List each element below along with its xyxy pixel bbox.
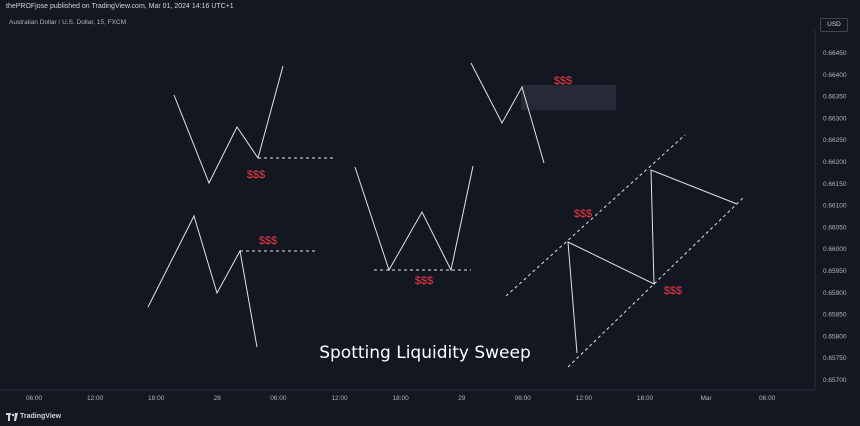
w-pattern-line-1 [173, 65, 284, 185]
tradingview-logo-icon [6, 413, 18, 421]
y-tick-label: 0.66300 [823, 115, 847, 122]
publisher-info: thePROFjose published on TradingView.com… [6, 3, 234, 10]
y-tick-label: 0.65900 [823, 290, 847, 297]
x-tick-label: 18:00 [392, 395, 409, 402]
sweep-label: $$$ [574, 208, 592, 220]
y-tick-label: 0.65850 [823, 312, 847, 319]
x-tick-label: 06:00 [270, 395, 287, 402]
channel-zigzag-line [567, 169, 738, 354]
channel-upper-line [505, 134, 686, 297]
x-tick-label: 29 [458, 395, 466, 402]
x-tick-label: 06:00 [759, 395, 776, 402]
y-tick-label: 0.66100 [823, 203, 847, 210]
channel-lower-line [567, 197, 744, 368]
sweep-label: $$$ [259, 235, 277, 247]
x-tick-label: 12:00 [87, 395, 104, 402]
y-axis: 0.66450 0.66400 0.66350 0.66300 0.66250 0.662… [823, 50, 847, 384]
y-tick-label: 0.65950 [823, 268, 847, 275]
y-tick-label: 0.66450 [823, 50, 847, 57]
x-tick-label: 28 [214, 395, 222, 402]
y-tick-label: 0.65800 [823, 333, 847, 340]
footer: TradingView [0, 408, 860, 426]
sweep-label: $$$ [415, 275, 433, 287]
y-tick-label: 0.65750 [823, 355, 847, 362]
x-tick-label: 06:00 [515, 395, 532, 402]
top-bar: thePROFjose published on TradingView.com… [0, 0, 860, 16]
y-tick-label: 0.66250 [823, 137, 847, 144]
y-tick-label: 0.66000 [823, 246, 847, 253]
y-tick-label: 0.66050 [823, 224, 847, 231]
sweep-label: $$$ [664, 285, 682, 297]
sweep-label: $$$ [247, 169, 265, 181]
y-tick-label: 0.66200 [823, 159, 847, 166]
x-tick-label: 18:00 [148, 395, 165, 402]
liquidity-zone [521, 85, 616, 110]
pattern-line-2 [147, 214, 258, 348]
chart-title: Spotting Liquidity Sweep [319, 343, 531, 363]
x-tick-label: 18:00 [637, 395, 654, 402]
x-tick-label: 12:00 [576, 395, 593, 402]
y-tick-label: 0.65700 [823, 377, 847, 384]
sweep-label: $$$ [554, 75, 572, 87]
w-pattern-line-3 [354, 165, 474, 272]
pattern-line-4 [470, 62, 545, 164]
y-tick-label: 0.66350 [823, 94, 847, 101]
y-tick-label: 0.66400 [823, 72, 847, 79]
x-tick-label: Mar [700, 395, 712, 402]
y-tick-label: 0.66150 [823, 181, 847, 188]
x-tick-label: 12:00 [331, 395, 348, 402]
currency-button[interactable]: USD [820, 18, 848, 32]
x-axis: 06:00 12:00 18:00 28 06:00 12:00 18:00 29 06:00 1… [26, 395, 776, 402]
symbol-info: Australian Dollar / U.S. Dollar, 15, FXC… [9, 19, 127, 26]
x-tick-label: 06:00 [26, 395, 43, 402]
footer-brand: TradingView [20, 413, 62, 420]
